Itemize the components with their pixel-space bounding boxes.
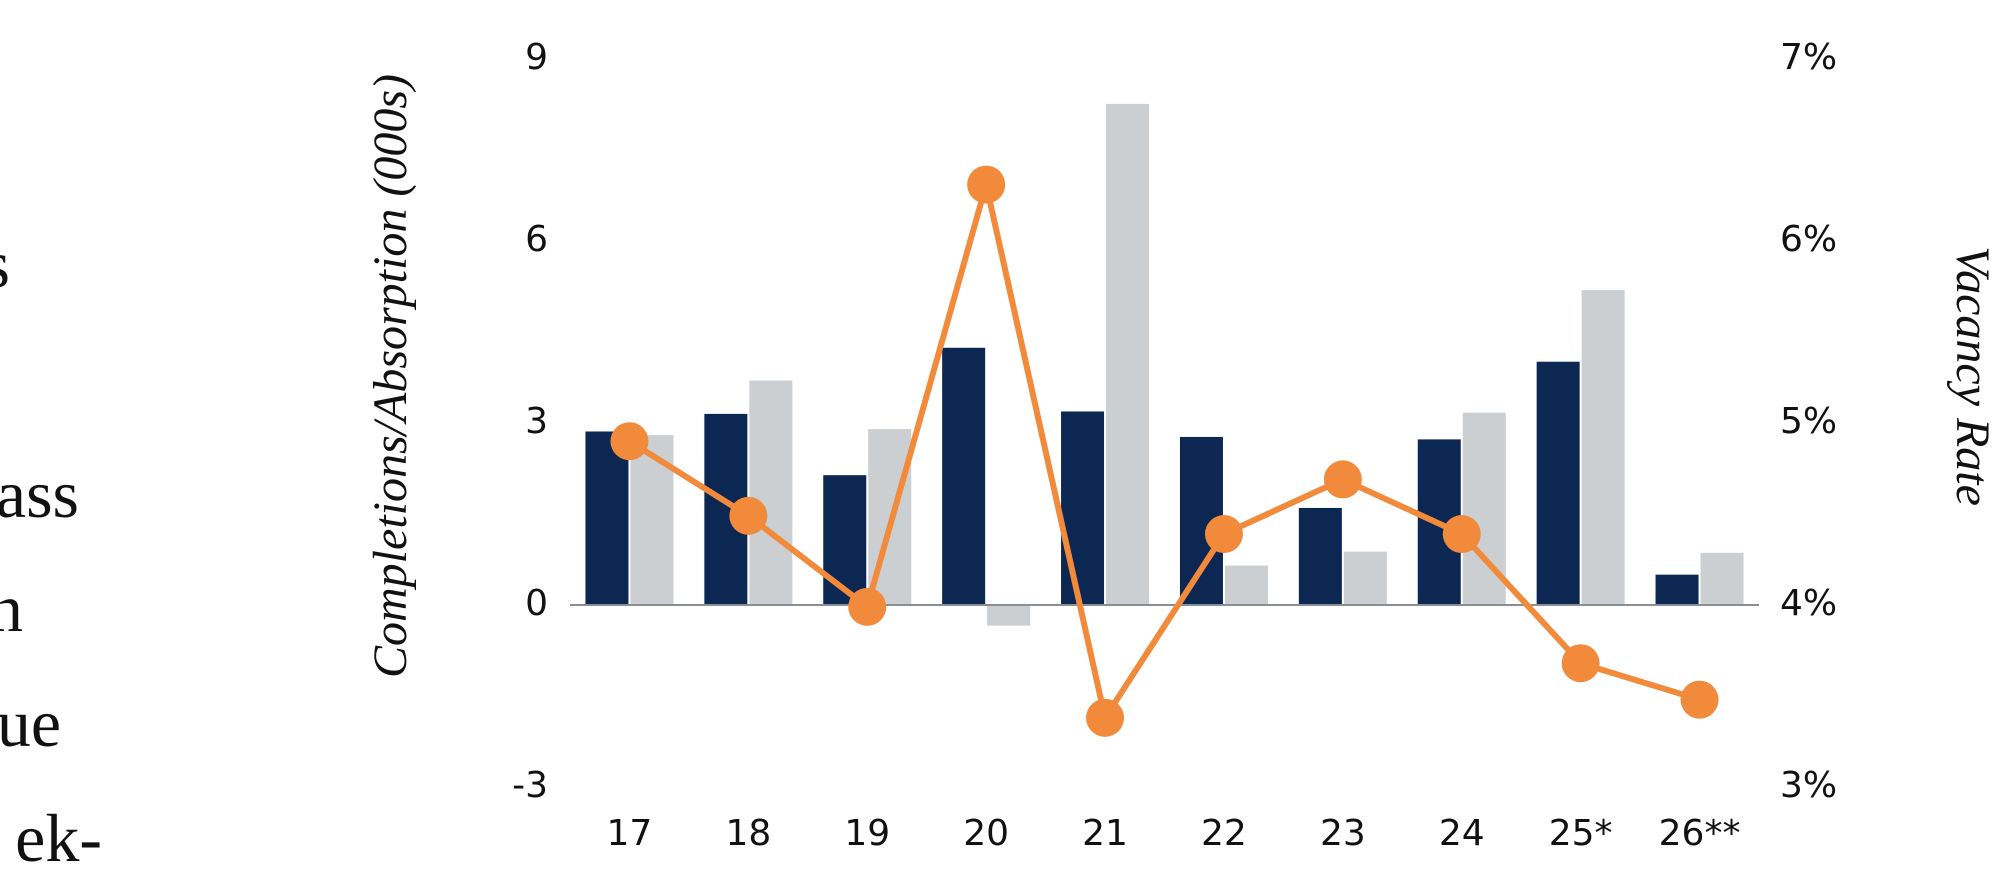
x-tick-label: 21 <box>1082 813 1128 854</box>
x-tick-label: 19 <box>844 813 890 854</box>
bar <box>1581 290 1625 605</box>
vacancy-point <box>967 165 1006 204</box>
clipped-text: n <box>0 570 23 646</box>
vacancy-point <box>1086 698 1125 737</box>
bar <box>585 431 629 605</box>
x-tick-label: 25* <box>1549 813 1613 854</box>
bar <box>1224 565 1268 605</box>
x-tick-label: 26** <box>1659 813 1741 854</box>
x-tick-label: 23 <box>1320 813 1366 854</box>
x-tick-label: 20 <box>963 813 1009 854</box>
bar <box>1700 552 1744 605</box>
vacancy-line <box>627 181 1701 721</box>
clipped-text: ue <box>0 685 61 761</box>
bar <box>1655 574 1699 605</box>
vacancy-point <box>1561 644 1600 683</box>
bar <box>1298 507 1342 605</box>
bar <box>1061 411 1105 605</box>
x-tick-label: 17 <box>607 813 653 854</box>
clipped-text: ass <box>0 456 79 532</box>
x-tick-label: 18 <box>725 813 771 854</box>
y2-tick-label: 7% <box>1780 37 1837 78</box>
y2-tick-label: 4% <box>1780 583 1837 624</box>
x-tick-label: 22 <box>1201 813 1247 854</box>
bar <box>942 347 986 605</box>
y-axis-label: Completions/Absorption (000s) <box>364 74 417 678</box>
y-tick-label: 6 <box>525 219 548 260</box>
vacancy-point <box>848 587 887 626</box>
y-tick-label: 0 <box>525 583 548 624</box>
y-tick-label: 3 <box>525 401 548 442</box>
bar <box>749 380 793 605</box>
y-tick-label: 9 <box>525 37 548 78</box>
clipped-text: s <box>0 226 10 302</box>
clipped-text: ek- <box>15 800 102 873</box>
vacancy-point <box>729 496 768 535</box>
vacancy-point <box>1204 515 1243 554</box>
bar <box>1536 361 1580 605</box>
y2-tick-label: 3% <box>1780 765 1837 806</box>
x-tick-label: 24 <box>1439 813 1485 854</box>
bar <box>1343 551 1387 605</box>
y-tick-label: -3 <box>512 765 548 806</box>
vacancy-point <box>610 422 649 461</box>
bar <box>823 475 867 605</box>
bar <box>1106 103 1150 605</box>
y2-tick-label: 6% <box>1780 219 1837 260</box>
bar <box>630 435 674 605</box>
vacancy-point <box>1323 460 1362 499</box>
bar <box>987 605 1031 626</box>
vacancy-point <box>1442 515 1481 554</box>
y2-axis-label: Vacancy Rate <box>1946 246 1999 506</box>
y2-tick-label: 5% <box>1780 401 1837 442</box>
vacancy-point <box>1680 680 1719 719</box>
